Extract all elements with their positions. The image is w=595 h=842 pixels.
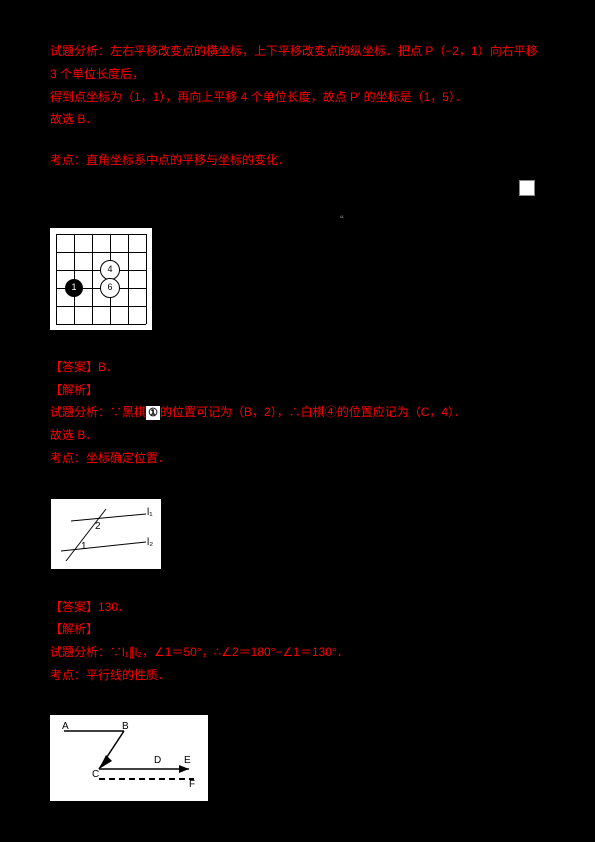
- white-stone-4: 4: [100, 260, 120, 280]
- white-stone-6: 6: [100, 278, 120, 298]
- black-stone-inline-icon: ①: [146, 406, 160, 420]
- angle-analysis-label: 【解析】: [50, 618, 545, 641]
- angle-analysis-text: 试题分析：∵l₁∥l₂，∠1＝50°，∴∠2＝180°−∠1＝130°．: [50, 641, 545, 664]
- go-select: 故选 B．: [50, 424, 545, 447]
- path-label-a: A: [62, 721, 69, 732]
- go-analysis-label: 【解析】: [50, 379, 545, 402]
- intro-line-3: 故选 B．: [50, 108, 545, 131]
- go-analysis-part1: 试题分析：∵黑棋: [50, 405, 146, 419]
- path-label-f: F: [189, 779, 195, 789]
- path-figure: A B C D E F: [50, 715, 208, 801]
- go-answer: 【答案】B．: [50, 356, 545, 379]
- path-label-d: D: [154, 755, 161, 766]
- black-stone-1: 1: [65, 279, 83, 297]
- angle-label-1: 1: [81, 541, 87, 552]
- intro-line-2: 得到点坐标为（1，1），再向上平移 4 个单位长度，故点 P′ 的坐标是（1，5…: [50, 86, 545, 109]
- page-icon: [519, 180, 535, 196]
- angle-answer: 【答案】130．: [50, 596, 545, 619]
- angle-topic: 考点：平行线的性质．: [50, 664, 545, 687]
- path-label-b: B: [122, 721, 129, 732]
- go-analysis-part2: 的位置可记为（B，2），∴白棋④的位置应记为（C，4）．: [160, 405, 466, 419]
- quote-mark: “: [340, 210, 344, 231]
- angle-label-2: 2: [95, 521, 101, 532]
- parallel-lines-figure: l₁ l₂ 1 2: [50, 498, 162, 570]
- go-topic: 考点：坐标确定位置．: [50, 447, 545, 470]
- label-l1: l₁: [147, 507, 153, 518]
- go-board-figure: 1 4 6: [50, 228, 152, 330]
- topic-1: 考点：直角坐标系中点的平移与坐标的变化．: [50, 149, 545, 172]
- label-l2: l₂: [147, 537, 153, 548]
- path-label-e: E: [184, 755, 191, 766]
- path-label-c: C: [92, 769, 99, 780]
- go-analysis-text: 试题分析：∵黑棋①的位置可记为（B，2），∴白棋④的位置应记为（C，4）．: [50, 401, 545, 424]
- intro-line-1: 试题分析：左右平移改变点的横坐标，上下平移改变点的纵坐标．把点 P（−2，1）向…: [50, 40, 545, 86]
